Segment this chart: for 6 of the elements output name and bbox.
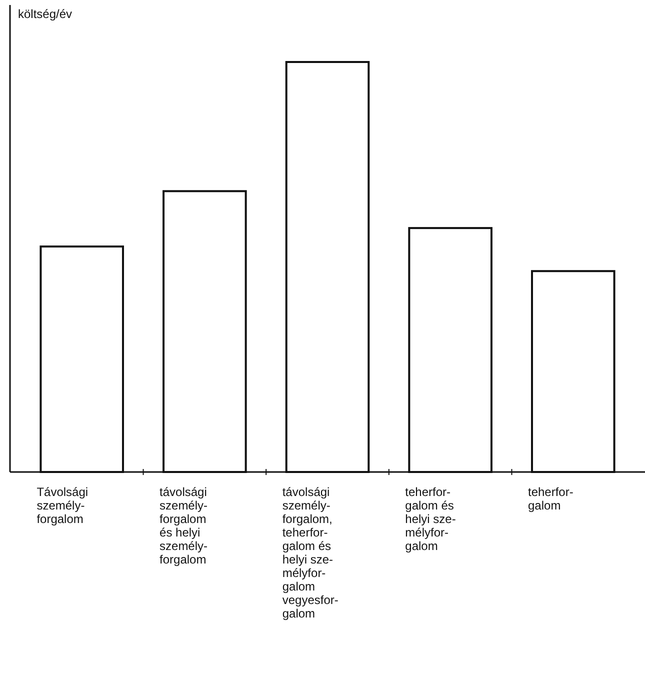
x-tick-label: Távolsági személy- forgalom bbox=[36, 485, 88, 526]
x-tick-label: távolsági személy- forgalom és helyi személy- forgalom bbox=[160, 485, 208, 566]
x-tick-label: teherfor- galom és helyi sze- mélyfor- galom bbox=[405, 485, 456, 553]
y-axis-title: költség/év bbox=[18, 7, 72, 21]
x-tick-label: teherfor- galom bbox=[528, 485, 574, 512]
category-label: távolsági személy- forgalom, teherfor- galom és helyi sze- mélyfor- galom vegyesfor- galom bbox=[282, 485, 338, 620]
